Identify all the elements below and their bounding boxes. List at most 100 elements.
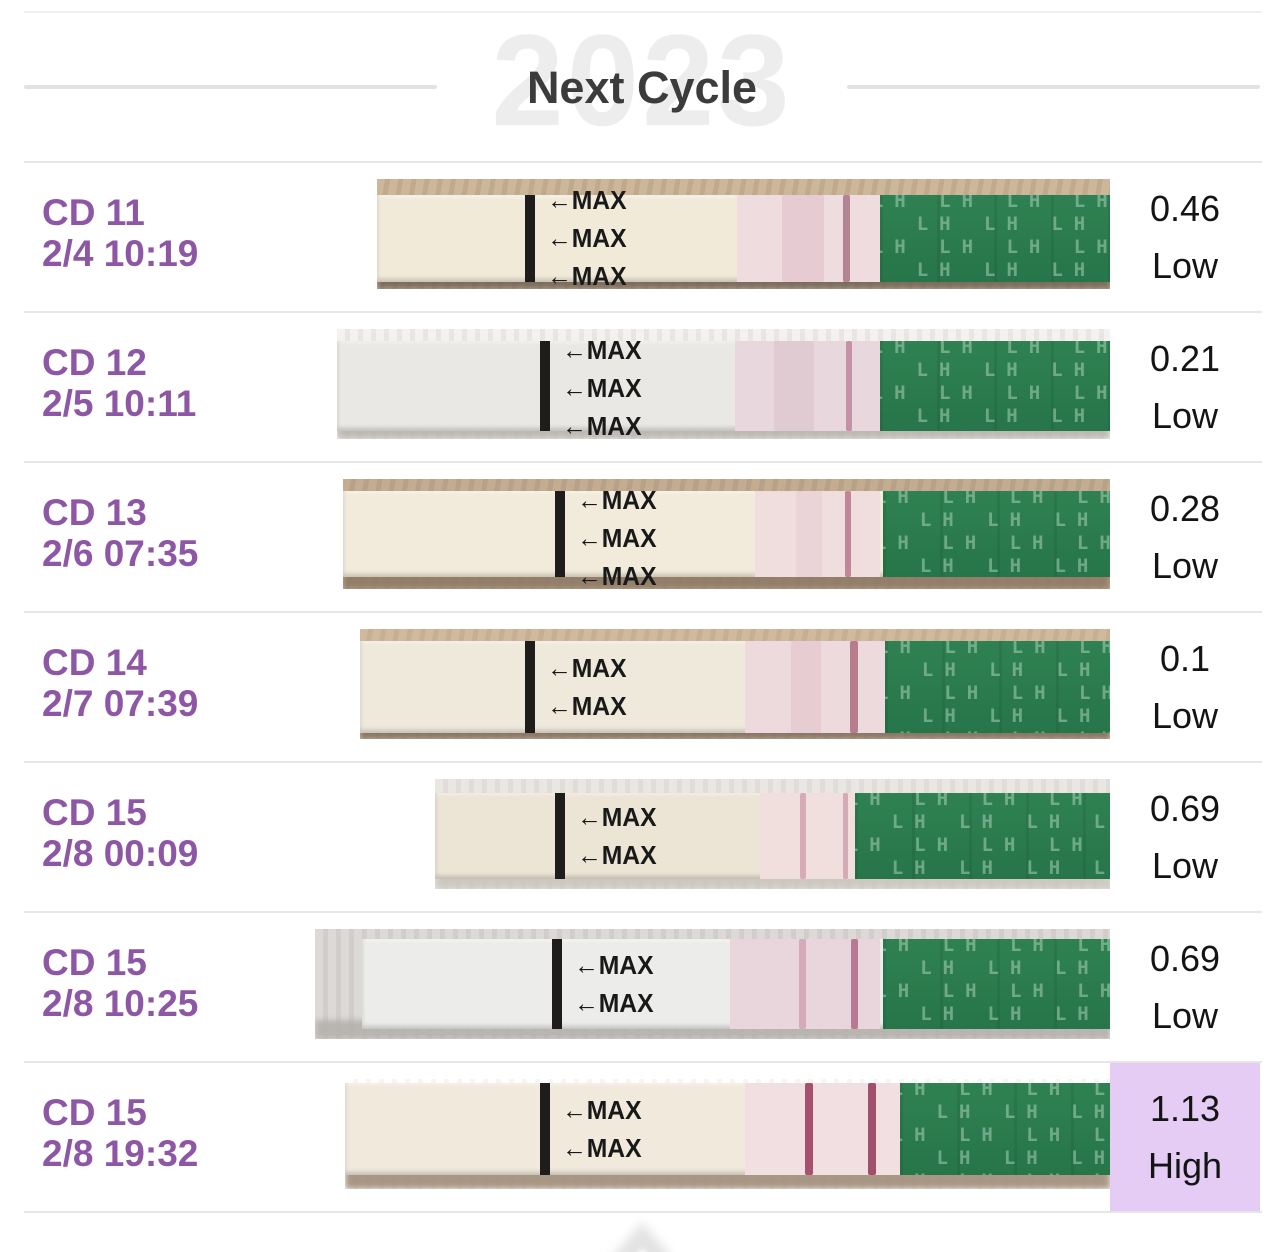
cycle-day-text: CD 15 [42, 792, 147, 833]
test-strip-photo[interactable]: ←MAX ←MAX LH LH LH LH LH LH LH LH LH LH LH… [435, 779, 1110, 889]
max-marker-label: ←MAX ←MAX [562, 1091, 642, 1167]
control-black-line [540, 1083, 551, 1175]
control-black-line [554, 491, 565, 577]
test-line [773, 341, 814, 431]
lh-status: Low [1151, 244, 1219, 286]
max-marker-line: ←MAX [562, 1133, 642, 1163]
result-value-box: 0.69 Low [1110, 763, 1260, 911]
max-marker-label: ←MAX ←MAX ←MAX [562, 331, 642, 439]
max-marker-line: ←MAX [547, 261, 627, 289]
row-divider [24, 911, 1262, 913]
test-strip-photo[interactable]: ←MAX ←MAX ←MAX LH LH LH LH LH LH LH LH LH L… [343, 479, 1110, 589]
cycle-day-label: CD 15 2/8 19:32 [42, 1092, 198, 1174]
result-value-box: 0.69 Low [1110, 913, 1260, 1061]
max-marker-line: ←MAX [562, 373, 642, 403]
result-window [745, 1083, 900, 1175]
cycle-row[interactable]: CD 142/7 07:39 ←MAX ←MAX LH LH LH LH LH LH … [0, 612, 1284, 762]
result-value-box: 1.13 High [1110, 1063, 1260, 1211]
green-handle: LH LH LH LH LH LH LH LH LH LH LH LH LH L… [882, 491, 1110, 577]
row-divider [24, 461, 1262, 463]
max-marker-label: ←MAX ←MAX [547, 649, 627, 725]
control-black-line [540, 341, 551, 431]
max-marker-line: ←MAX [577, 802, 657, 832]
test-strip-photo[interactable]: ←MAX ←MAX LH LH LH LH LH LH LH LH LH LH LH… [315, 929, 1110, 1039]
test-line [843, 793, 849, 879]
lh-pattern-text: LH LH LH LH LH LH LH LH LH LH LH LH LH L… [885, 641, 1110, 733]
test-strip-photo[interactable]: ←MAX ←MAX LH LH LH LH LH LH LH LH LH LH LH… [345, 1079, 1110, 1189]
lh-status: Low [1151, 394, 1219, 436]
lh-pattern-text: LH LH LH LH LH LH LH LH LH LH LH LH LH L… [880, 341, 1108, 431]
max-marker-line: ←MAX [547, 691, 627, 721]
max-marker-label: ←MAX ←MAX [577, 798, 657, 874]
lh-test-strip: ←MAX ←MAX LH LH LH LH LH LH LH LH LH LH LH… [345, 1083, 1110, 1175]
chevron-inner-icon [600, 1248, 684, 1252]
max-marker-line: ←MAX [547, 223, 627, 253]
test-datetime-text: 2/6 07:35 [42, 533, 199, 574]
chevron-outer-icon [582, 1222, 702, 1252]
header-line-left [24, 85, 437, 89]
lh-value: 0.21 [1149, 337, 1221, 379]
control-black-line [555, 793, 566, 879]
max-marker-line: ←MAX [547, 653, 627, 683]
row-divider [24, 1061, 1262, 1063]
test-line [844, 491, 851, 577]
max-marker-line: ←MAX [573, 950, 654, 980]
test-line [846, 341, 853, 431]
cycle-row[interactable]: CD 132/6 07:35 ←MAX ←MAX ←MAX LH LH LH LH LH… [0, 462, 1284, 612]
max-marker-line: ←MAX [576, 561, 657, 589]
lh-test-strip: ←MAX ←MAX LH LH LH LH LH LH LH LH LH LH LH… [362, 939, 1110, 1029]
lh-status: Low [1151, 994, 1219, 1036]
lh-pattern-text: LH LH LH LH LH LH LH LH LH LH LH LH LH L… [883, 939, 1110, 1029]
cycle-day-text: CD 15 [42, 942, 147, 983]
lh-status: Low [1151, 694, 1219, 736]
test-datetime-text: 2/5 10:11 [42, 383, 197, 424]
green-handle: LH LH LH LH LH LH LH LH LH LH LH LH LH L… [899, 1083, 1110, 1175]
control-black-line [525, 641, 535, 733]
green-handle: LH LH LH LH LH LH LH LH LH LH LH LH LH L… [885, 641, 1110, 733]
cycle-row[interactable]: CD 152/8 00:09 ←MAX ←MAX LH LH LH LH LH LH … [0, 762, 1284, 912]
max-marker-line: ←MAX [573, 988, 654, 1018]
cycle-day-label: CD 13 2/6 07:35 [42, 492, 198, 574]
cycle-row[interactable]: CD 152/8 19:32 ←MAX ←MAX LH LH LH LH LH LH … [0, 1062, 1284, 1212]
green-handle: LH LH LH LH LH LH LH LH LH LH LH LH LH L… [879, 341, 1110, 431]
cycle-day-label: CD 12 2/5 10:11 [42, 342, 196, 424]
result-window [759, 793, 855, 879]
test-strip-photo[interactable]: ←MAX ←MAX LH LH LH LH LH LH LH LH LH LH LH… [360, 629, 1110, 739]
result-value-box: 0.28 Low [1110, 463, 1260, 611]
test-datetime-text: 2/8 19:32 [42, 1133, 199, 1174]
control-black-line [525, 195, 536, 282]
max-marker-label: ←MAX ←MAX [574, 946, 654, 1022]
test-line [868, 1083, 877, 1175]
lh-pattern-text: LH LH LH LH LH LH LH LH LH LH LH LH LH L… [900, 1083, 1110, 1175]
max-marker-line: ←MAX [577, 840, 657, 870]
test-strip-photo[interactable]: ←MAX ←MAX ←MAX LH LH LH LH LH LH LH LH LH L… [377, 179, 1110, 289]
test-strip-photo[interactable]: ←MAX ←MAX ←MAX LH LH LH LH LH LH LH LH LH L… [337, 329, 1110, 439]
green-handle: LH LH LH LH LH LH LH LH LH LH LH LH LH L… [854, 793, 1110, 879]
chevron-watermark [0, 1218, 1284, 1252]
cycle-day-label: CD 15 2/8 00:09 [42, 792, 198, 874]
test-line [843, 195, 851, 282]
lh-value: 0.46 [1149, 187, 1221, 229]
cycle-day-text: CD 14 [42, 642, 147, 683]
test-datetime-text: 2/7 07:39 [42, 683, 199, 724]
test-line [851, 939, 859, 1029]
cycle-row[interactable]: CD 112/4 10:19 ←MAX ←MAX ←MAX LH LH LH LH LH… [0, 162, 1284, 312]
cycle-row[interactable]: CD 122/5 10:11 ←MAX ←MAX ←MAX LH LH LH LH LH… [0, 312, 1284, 462]
max-marker-line: ←MAX [562, 1095, 642, 1125]
lh-pattern-text: LH LH LH LH LH LH LH LH LH LH LH LH LH L… [855, 793, 1110, 879]
header-line-right [847, 85, 1260, 89]
max-marker-line: ←MAX [562, 335, 642, 365]
lh-test-strip: ←MAX ←MAX LH LH LH LH LH LH LH LH LH LH LH… [435, 793, 1110, 879]
lh-status: High [1147, 1144, 1223, 1186]
max-marker-label: ←MAX ←MAX ←MAX [547, 181, 627, 289]
lh-value: 1.13 [1149, 1087, 1221, 1129]
row-divider [24, 1211, 1262, 1213]
max-marker-line: ←MAX [576, 523, 657, 553]
lh-value: 0.69 [1149, 787, 1221, 829]
cycle-row[interactable]: CD 152/8 10:25 ←MAX ←MAX LH LH LH LH LH LH … [0, 912, 1284, 1062]
lh-pattern-text: LH LH LH LH LH LH LH LH LH LH LH LH LH L… [880, 195, 1108, 281]
green-handle: LH LH LH LH LH LH LH LH LH LH LH LH LH L… [879, 195, 1110, 282]
control-black-line [551, 939, 562, 1029]
row-divider [24, 761, 1262, 763]
row-divider [24, 161, 1262, 163]
